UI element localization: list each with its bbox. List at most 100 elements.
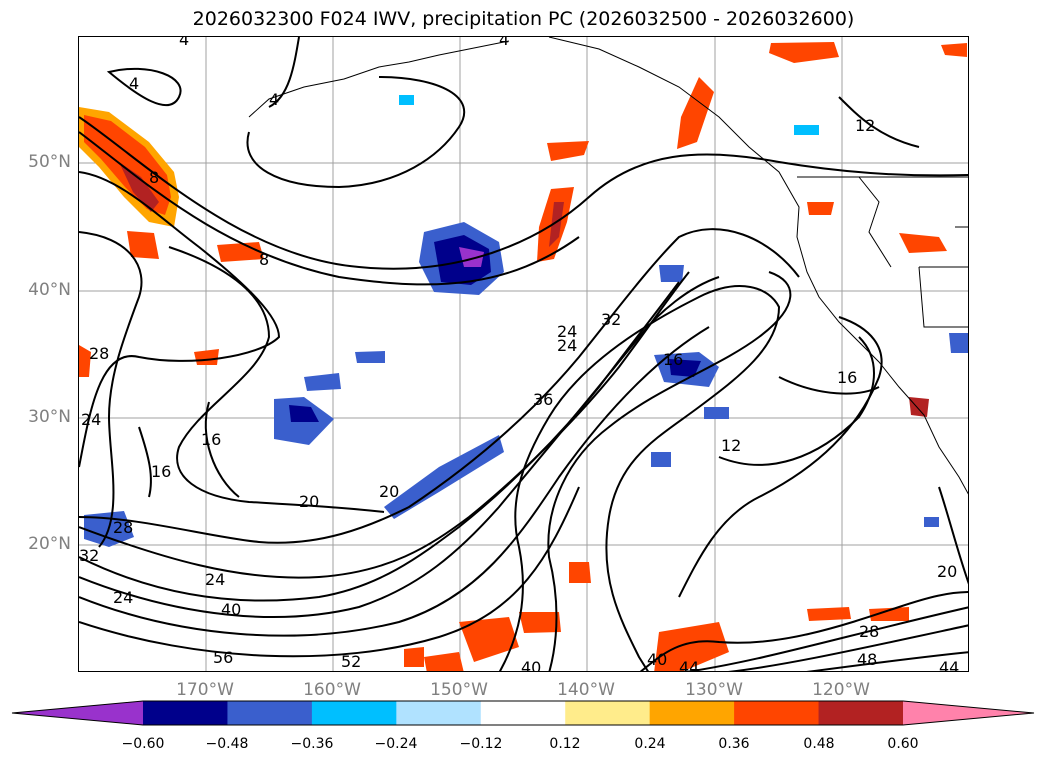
precip-patch	[424, 652, 464, 671]
contour-label: 28	[859, 622, 879, 641]
colorbar-cell	[734, 701, 820, 725]
colorbar-cell	[480, 701, 566, 725]
contour-label: 4	[499, 37, 509, 49]
precip-patch	[677, 77, 714, 149]
precip-patch	[654, 622, 729, 671]
contour-label: 24	[557, 322, 577, 341]
contour-label: 20	[937, 562, 957, 581]
colorbar-tick: 0.48	[803, 736, 835, 752]
colorbar-cell	[903, 701, 1034, 725]
contour-label: 40	[647, 650, 667, 669]
precip-patch	[194, 349, 219, 365]
colorbar-cell	[396, 701, 482, 725]
precip-patch	[949, 333, 968, 353]
precip-patch	[519, 612, 561, 633]
lon-label: 160°W	[303, 680, 361, 700]
precip-patch	[119, 162, 159, 212]
colorbar-tick: −0.60	[121, 736, 165, 752]
precip-patch	[924, 517, 939, 527]
contour-label: 16	[837, 368, 857, 387]
contour-label: 20	[299, 492, 319, 511]
precip-patch	[355, 351, 385, 363]
contour-label: 12	[855, 116, 875, 135]
lat-label: 30°N	[28, 407, 71, 427]
contour-label: 12	[721, 436, 741, 455]
colorbar-cell	[12, 701, 143, 725]
contour-label: 24	[205, 570, 225, 589]
precip-patch	[289, 405, 319, 422]
precip-patch	[909, 397, 929, 417]
lon-label: 170°W	[176, 680, 234, 700]
colorbar-cell	[565, 701, 651, 725]
contour-label: 44	[939, 658, 959, 672]
precip-patch	[404, 647, 424, 667]
map-title: 2026032300 F024 IWV, precipitation PC (2…	[192, 8, 855, 30]
precip-patch	[459, 247, 484, 267]
precip-patch	[459, 617, 519, 662]
precip-patch	[217, 242, 264, 262]
colorbar-tick: −0.48	[205, 736, 249, 752]
contour-label: 48	[857, 650, 877, 669]
precip-patch	[769, 42, 839, 63]
colorbar-tick: 0.60	[887, 736, 919, 752]
lat-label: 20°N	[28, 534, 71, 554]
contour-label: 32	[79, 546, 99, 565]
map-plot-area[interactable]: 4 4 8 4 4 8 28 24 16 16 20 20 24 28 32 2…	[78, 36, 969, 672]
precip-patch	[899, 233, 947, 253]
contour-label: 36	[533, 390, 553, 409]
contour-label: 56	[213, 648, 233, 667]
lon-label: 130°W	[685, 680, 743, 700]
contour-label: 16	[663, 350, 683, 369]
lon-label: 140°W	[557, 680, 615, 700]
iwv-contours	[79, 37, 968, 671]
precip-patch	[127, 231, 159, 259]
contour-label: 44	[679, 658, 699, 672]
graticule	[79, 37, 968, 671]
precip-patch	[651, 452, 671, 467]
precip-patch	[547, 141, 589, 161]
contour-label: 8	[259, 250, 269, 269]
precip-patch	[549, 202, 564, 247]
precip-patch	[794, 125, 819, 135]
colorbar-cell	[818, 701, 904, 725]
contour-label: 24	[81, 410, 101, 429]
colorbar-cell	[143, 701, 228, 725]
precip-patch	[399, 95, 414, 105]
contour-label: 16	[201, 430, 221, 449]
lat-label: 40°N	[28, 280, 71, 300]
lon-label: 150°W	[430, 680, 488, 700]
contour-label: 4	[179, 37, 189, 49]
contour-label: 52	[341, 652, 361, 671]
lon-label: 120°W	[812, 680, 870, 700]
contour-label: 20	[379, 482, 399, 501]
contour-labels: 4 4 8 4 4 8 28 24 16 16 20 20 24 28 32 2…	[79, 37, 959, 672]
precip-patch	[704, 407, 729, 419]
precip-patch	[384, 435, 504, 519]
contour-label: 4	[269, 90, 279, 109]
colorbar	[11, 700, 1035, 726]
precip-patch	[869, 607, 909, 621]
colorbar-tick: 0.12	[549, 736, 581, 752]
colorbar-tick: −0.12	[459, 736, 503, 752]
colorbar-tick: −0.24	[374, 736, 418, 752]
precip-patch	[79, 345, 91, 377]
colorbar-tick: −0.36	[290, 736, 334, 752]
contour-label: 16	[151, 462, 171, 481]
precip-patch	[659, 265, 684, 282]
precip-patch	[569, 562, 591, 583]
contour-label: 24	[113, 588, 133, 607]
precip-patch	[941, 43, 967, 57]
map-canvas: 4 4 8 4 4 8 28 24 16 16 20 20 24 28 32 2…	[79, 37, 968, 672]
precip-patch	[807, 607, 851, 621]
contour-label: 40	[521, 658, 541, 672]
contour-label: 24	[557, 336, 577, 355]
precip-patch	[669, 359, 701, 377]
contour-label: 4	[129, 74, 139, 93]
coastlines	[248, 37, 968, 495]
contour-label: 32	[601, 310, 621, 329]
contour-label: 40	[221, 600, 241, 619]
contour-label: 8	[149, 168, 159, 187]
precip-patch	[304, 373, 341, 391]
colorbar-tick: 0.36	[718, 736, 750, 752]
colorbar-tick: 0.24	[634, 736, 666, 752]
